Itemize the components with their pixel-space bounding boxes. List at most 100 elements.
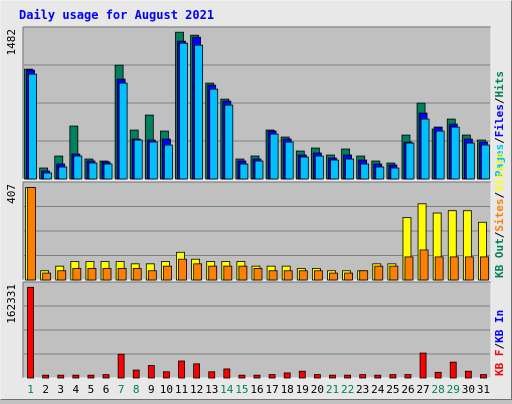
bar-sites-day-16 [253, 268, 263, 281]
x-tick-label-3: 3 [57, 383, 64, 396]
bar-sites-day-1 [27, 187, 36, 281]
bar-pages-day-15 [239, 163, 249, 180]
bar-sites-day-30 [464, 256, 474, 281]
bar-pages-day-31 [481, 144, 490, 180]
bar-pages-day-27 [420, 118, 430, 180]
bar-kb-f-day-25 [389, 374, 397, 379]
bar-kb-f-day-5 [87, 374, 95, 379]
bar-pages-day-24 [375, 166, 385, 180]
bar-pages-day-21 [330, 159, 339, 180]
bar-sites-day-24 [374, 265, 384, 281]
x-tick-label-2: 2 [42, 383, 49, 396]
bar-sites-day-15 [238, 265, 248, 281]
panel-max-label: 407 [5, 184, 18, 204]
x-tick-label-7: 7 [118, 383, 125, 396]
legend-separator: / [493, 231, 506, 238]
x-axis-labels: 1 2 3 4 5 6 7 8 9 10 11 12 13 14 15 16 17 18 19 20 21 22 23 24 2… [27, 383, 490, 396]
x-tick-label-21: 21 [326, 383, 339, 396]
bar-pages-day-7 [118, 82, 128, 180]
bar-kb-f-day-13 [208, 371, 216, 379]
panel-2: 407 KB Out/Sites/Visits [5, 152, 506, 281]
bar-sites-day-26 [404, 256, 414, 281]
panel-legend: Pages/Files/Hits [493, 71, 506, 177]
bar-kb-f-day-31 [480, 374, 487, 379]
legend-item: Pages [493, 144, 506, 177]
bar-kb-f-day-7 [117, 353, 125, 379]
bar-sites-day-2 [42, 272, 52, 281]
bar-kb-f-day-23 [359, 374, 367, 379]
x-tick-label-16: 16 [250, 383, 263, 396]
panel-legend: KB Out/Sites/Visits [493, 152, 506, 278]
legend-item: Files [493, 104, 506, 137]
x-tick-label-28: 28 [432, 383, 445, 396]
bar-pages-day-4 [73, 155, 83, 180]
bar-pages-day-20 [314, 155, 324, 180]
bar-pages-day-22 [345, 158, 354, 180]
bar-sites-day-4 [72, 268, 82, 281]
x-tick-label-11: 11 [175, 383, 188, 396]
chart-title: Daily usage for August 2021 [19, 8, 214, 22]
bar-kb-f-day-10 [163, 371, 170, 379]
x-tick-label-26: 26 [401, 383, 414, 396]
legend-item: Sites [493, 199, 506, 232]
bar-pages-day-11 [179, 42, 188, 180]
x-tick-label-31: 31 [477, 383, 490, 396]
bar-pages-day-26 [405, 142, 415, 180]
bar-pages-day-28 [435, 130, 445, 180]
bar-pages-day-14 [224, 104, 234, 180]
bar-pages-day-1 [28, 73, 37, 180]
bar-kb-f-day-2 [42, 374, 50, 379]
x-tick-label-23: 23 [356, 383, 369, 396]
x-tick-label-24: 24 [371, 383, 385, 396]
bar-sites-day-12 [193, 263, 203, 281]
panel-3: 162331 KB F/KB In [5, 281, 506, 379]
bar-pages-day-23 [360, 163, 370, 180]
bar-sites-day-31 [480, 256, 489, 281]
bar-sites-day-11 [178, 258, 187, 281]
x-tick-label-9: 9 [148, 383, 155, 396]
bar-pages-day-9 [148, 141, 158, 180]
bar-pages-day-3 [58, 166, 68, 180]
bar-kb-f-day-26 [404, 374, 412, 379]
bar-kb-f-day-17 [268, 374, 276, 379]
x-tick-label-22: 22 [341, 383, 354, 396]
bar-pages-day-5 [88, 162, 98, 180]
x-tick-label-8: 8 [133, 383, 140, 396]
bar-sites-day-22 [344, 272, 353, 281]
bar-kb-f-day-15 [238, 374, 246, 379]
bar-pages-day-6 [103, 163, 113, 180]
bar-kb-f-day-18 [283, 372, 291, 379]
bar-kb-f-day-4 [72, 374, 80, 379]
x-tick-label-6: 6 [103, 383, 110, 396]
x-tick-label-14: 14 [220, 383, 234, 396]
legend-separator: / [493, 137, 506, 144]
bar-pages-day-13 [209, 88, 219, 180]
bar-kb-f-day-28 [434, 371, 442, 379]
x-tick-label-15: 15 [235, 383, 248, 396]
bar-sites-day-18 [283, 270, 293, 281]
bar-sites-day-10 [163, 265, 172, 281]
x-tick-label-17: 17 [265, 383, 278, 396]
bar-kb-f-day-19 [298, 370, 306, 379]
legend-item: KB F [493, 350, 506, 377]
bar-kb-f-day-27 [419, 352, 427, 379]
bar-pages-day-8 [133, 139, 143, 180]
x-tick-label-1: 1 [27, 383, 34, 396]
legend-item: Hits [493, 71, 506, 98]
bar-kb-f-day-3 [57, 374, 65, 379]
bar-sites-day-17 [268, 270, 278, 281]
bar-sites-day-6 [102, 268, 112, 281]
bar-sites-day-27 [419, 249, 429, 281]
legend-item: KB Out [493, 238, 506, 278]
x-tick-label-29: 29 [447, 383, 460, 396]
bar-sites-day-3 [57, 270, 67, 281]
bar-pages-day-30 [465, 142, 475, 180]
bar-pages-day-25 [390, 167, 400, 180]
x-tick-label-10: 10 [160, 383, 173, 396]
bar-sites-day-23 [359, 270, 369, 281]
bar-kb-f-day-14 [223, 368, 231, 379]
bar-pages-day-10 [164, 144, 173, 180]
